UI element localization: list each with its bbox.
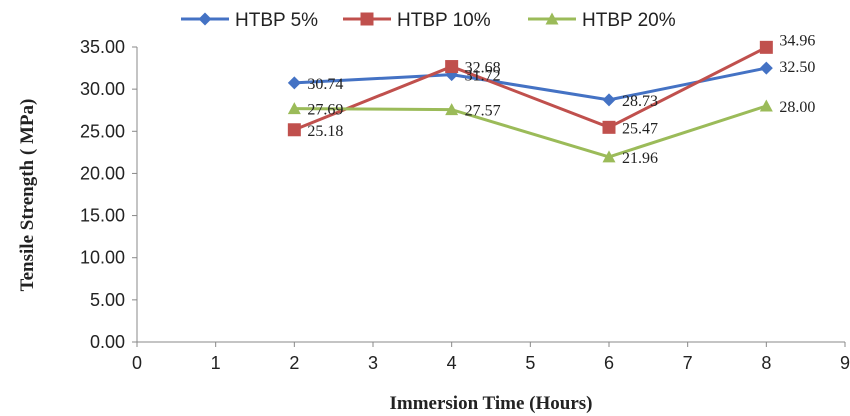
series-line	[294, 66, 767, 102]
data-point	[287, 76, 301, 90]
y-tick-label: 25.00	[80, 121, 125, 141]
data-label: 25.47	[622, 120, 658, 137]
x-tick-label: 5	[525, 353, 535, 373]
x-tick-label: 7	[683, 353, 693, 373]
x-tick-label: 4	[447, 353, 457, 373]
x-tick-label: 1	[211, 353, 221, 373]
data-point	[602, 93, 616, 107]
y-axis-title: Tensile Strength ( MPa)	[17, 99, 38, 292]
legend-label: HTBP 20%	[582, 10, 676, 31]
data-labels: 30.74 31.72 28.73 32.50 25.18 32.68 25.47 34.96…	[307, 32, 815, 167]
legend-marker	[545, 12, 559, 25]
legend-item: HTBP 20%	[528, 10, 676, 31]
axes	[136, 47, 845, 343]
x-tick-label: 2	[289, 353, 299, 373]
data-point	[759, 40, 773, 54]
plot-area	[287, 40, 773, 163]
data-label: 32.50	[779, 59, 815, 76]
data-label: 31.72	[465, 68, 501, 85]
data-label: 21.96	[622, 150, 658, 167]
data-label: 27.69	[307, 102, 343, 119]
data-point	[287, 123, 301, 137]
data-label: 32.68	[465, 60, 501, 77]
y-tick-label: 15.00	[80, 206, 125, 226]
data-label: 34.96	[779, 32, 815, 49]
y-tick-label: 35.00	[80, 37, 125, 57]
x-tick-label: 9	[840, 353, 850, 373]
legend: HTBP 5% HTBP 10% HTBP 20%	[181, 10, 676, 31]
y-tick-label: 30.00	[80, 79, 125, 99]
data-point	[602, 150, 616, 163]
legend-label: HTBP 10%	[397, 10, 491, 31]
series-1	[287, 61, 773, 107]
series-line	[293, 46, 768, 132]
legend-marker	[360, 12, 374, 26]
y-tick-label: 5.00	[90, 290, 125, 310]
data-point	[759, 99, 773, 112]
x-tick-label: 6	[604, 353, 614, 373]
data-point	[759, 61, 773, 75]
legend-label: HTBP 5%	[235, 10, 318, 31]
data-point	[287, 102, 301, 115]
x-tick-label: 0	[132, 353, 142, 373]
data-point	[445, 60, 459, 74]
legend-marker	[198, 12, 212, 26]
y-tick-label: 20.00	[80, 163, 125, 183]
y-tick-label: 0.00	[90, 332, 125, 352]
y-tick-label: 10.00	[80, 248, 125, 268]
series-2	[287, 40, 773, 137]
x-tick-label: 8	[761, 353, 771, 373]
data-point	[445, 103, 459, 116]
legend-item: HTBP 10%	[343, 10, 491, 31]
data-label: 30.74	[307, 76, 343, 93]
series-3	[287, 99, 773, 163]
legend-item: HTBP 5%	[181, 10, 318, 31]
data-label: 28.00	[779, 99, 815, 116]
data-label: 28.73	[622, 93, 658, 110]
data-label: 27.57	[465, 103, 501, 120]
data-label: 25.18	[307, 123, 343, 140]
series-line	[294, 104, 767, 159]
x-tick-label: 3	[368, 353, 378, 373]
data-point	[602, 120, 616, 134]
x-axis-title: Immersion Time (Hours)	[389, 393, 592, 414]
ticks: 0.00 5.00 10.00 15.00 20.00 25.00 30.00 35.00 0 1…	[80, 37, 850, 373]
